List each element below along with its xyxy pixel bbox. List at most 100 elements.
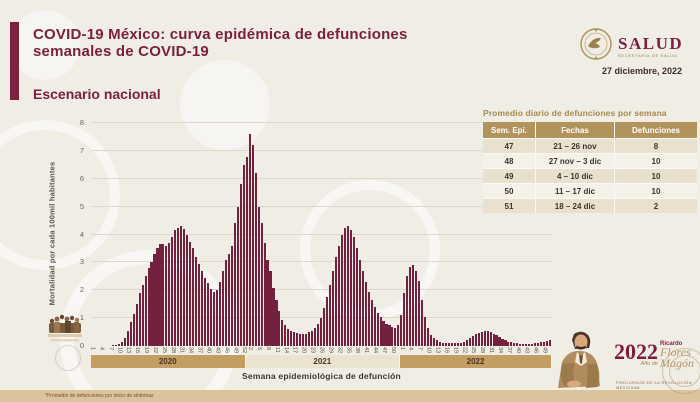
x-tick-label: 19 [143, 347, 150, 354]
x-tick-label: 4 [407, 347, 414, 351]
bar-week [159, 244, 162, 346]
bar-week [230, 245, 233, 346]
bar-week [471, 336, 474, 346]
bar-week [195, 256, 198, 346]
x-tick-label: 31 [178, 347, 185, 354]
bar-week [302, 333, 305, 346]
bar-week [325, 297, 329, 346]
bar-week [480, 331, 483, 346]
bar-week [430, 334, 433, 346]
bar-week [331, 270, 335, 346]
bar-week [320, 318, 323, 346]
bar-week [206, 283, 210, 346]
x-tick-label: 7 [416, 347, 423, 351]
table-cell: 11 – 17 dic [536, 184, 614, 198]
bar-week [412, 265, 415, 346]
table-title: Promedio diario de defunciones por seman… [483, 108, 667, 118]
watermark-swirl [180, 60, 270, 150]
bar-week [221, 270, 224, 346]
page-subtitle: Escenario nacional [33, 86, 161, 102]
bar-week [528, 343, 531, 346]
bar-week [177, 227, 180, 346]
bar-week [421, 300, 424, 346]
bar-week [150, 262, 153, 346]
x-tick-label: 49 [232, 347, 239, 354]
y-tick-label: 8 [79, 118, 84, 127]
bar-week [171, 237, 174, 346]
x-tick-label: 25 [470, 347, 477, 354]
bar-week [349, 230, 352, 346]
bar-week [343, 227, 346, 346]
table-cell: 2 [615, 199, 697, 213]
watermark-swirl [300, 180, 440, 320]
government-seal-icon [662, 348, 700, 394]
bar-week [299, 333, 302, 346]
bar-week [144, 276, 147, 346]
bar-week [370, 300, 373, 346]
bar-week [192, 248, 195, 346]
table-cell: 49 [483, 169, 535, 183]
year-logo-2022: 2022 [614, 339, 658, 364]
bar-week [165, 245, 168, 346]
bar-week [382, 320, 385, 346]
table-cell: 10 [615, 154, 697, 168]
x-tick-label: 11 [273, 347, 280, 353]
bar-week [489, 332, 492, 346]
bar-week [215, 290, 219, 346]
x-tick-label: 46 [223, 347, 230, 354]
x-tick-label: 19 [452, 347, 459, 354]
x-tick-label: 22 [461, 347, 468, 354]
x-tick-label: 23 [309, 347, 316, 354]
bar-week [245, 156, 248, 346]
x-tick-label: 13 [434, 347, 441, 354]
x-tick-label: 25 [160, 347, 167, 354]
bar-week [209, 288, 213, 346]
bar-week [352, 237, 355, 346]
bar-week [308, 332, 311, 346]
bar-week [198, 263, 201, 346]
bar-week [433, 338, 436, 346]
bar-week [409, 266, 412, 346]
bar-week [510, 342, 513, 346]
bar-week [278, 311, 281, 346]
bar-week [394, 327, 397, 346]
bar-week [340, 234, 343, 346]
year-bands: 2020 2021 2022 [91, 355, 552, 368]
bar-week [418, 280, 421, 346]
footer-strip: *Promedio de defunciones por inicio de s… [0, 390, 700, 402]
bar-week [168, 242, 171, 346]
bar-week [236, 206, 239, 346]
watermark-swirl [0, 120, 120, 270]
x-tick-label: 1 [89, 347, 96, 351]
year-logo-prefix: Año de [640, 361, 658, 367]
bar-week [296, 332, 299, 346]
gridline [91, 205, 552, 207]
salud-seal-icon [578, 26, 614, 67]
bar-week [132, 313, 135, 346]
table-header-cell: Sem. Epi. [483, 122, 535, 138]
bar-week [269, 270, 272, 346]
bar-week [138, 293, 141, 346]
year-logo-first-name: Ricardo [660, 341, 683, 347]
x-tick-label: 14 [282, 347, 289, 354]
bar-week [305, 333, 308, 346]
bar-week [450, 343, 453, 346]
gridline [91, 177, 552, 179]
bar-week [376, 312, 379, 346]
x-tick-label: 8 [264, 347, 271, 351]
y-tick-label: 7 [79, 145, 84, 155]
bar-week [459, 342, 462, 346]
bar-week [263, 242, 266, 346]
table-cell: 48 [483, 154, 535, 168]
x-tick-label: 44 [372, 347, 379, 354]
crowd-illustration [46, 310, 86, 349]
bar-week [519, 343, 522, 346]
bar-week [287, 329, 290, 346]
bar-week [189, 241, 192, 346]
y-tick-label: 1 [79, 313, 84, 323]
x-tick-label: 1 [398, 347, 405, 351]
bar-week [400, 315, 403, 346]
x-tick-label: 31 [488, 347, 495, 354]
bar-week [114, 344, 117, 346]
bar-week [424, 316, 427, 346]
